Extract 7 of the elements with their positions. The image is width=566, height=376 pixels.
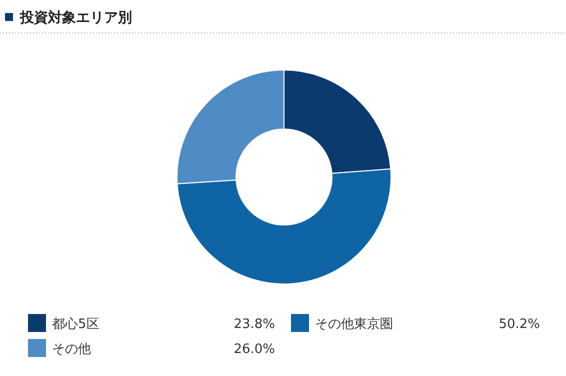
legend-label: その他: [52, 342, 91, 357]
legend-label: 都心5区: [52, 316, 100, 332]
data-label: 50.2%: [498, 317, 540, 332]
data-label: 23.8%: [234, 317, 275, 332]
legend-label: その他東京圏: [315, 317, 393, 332]
data-label: 26.0%: [234, 342, 275, 357]
chart-title: 投資対象エリア別: [19, 9, 132, 26]
